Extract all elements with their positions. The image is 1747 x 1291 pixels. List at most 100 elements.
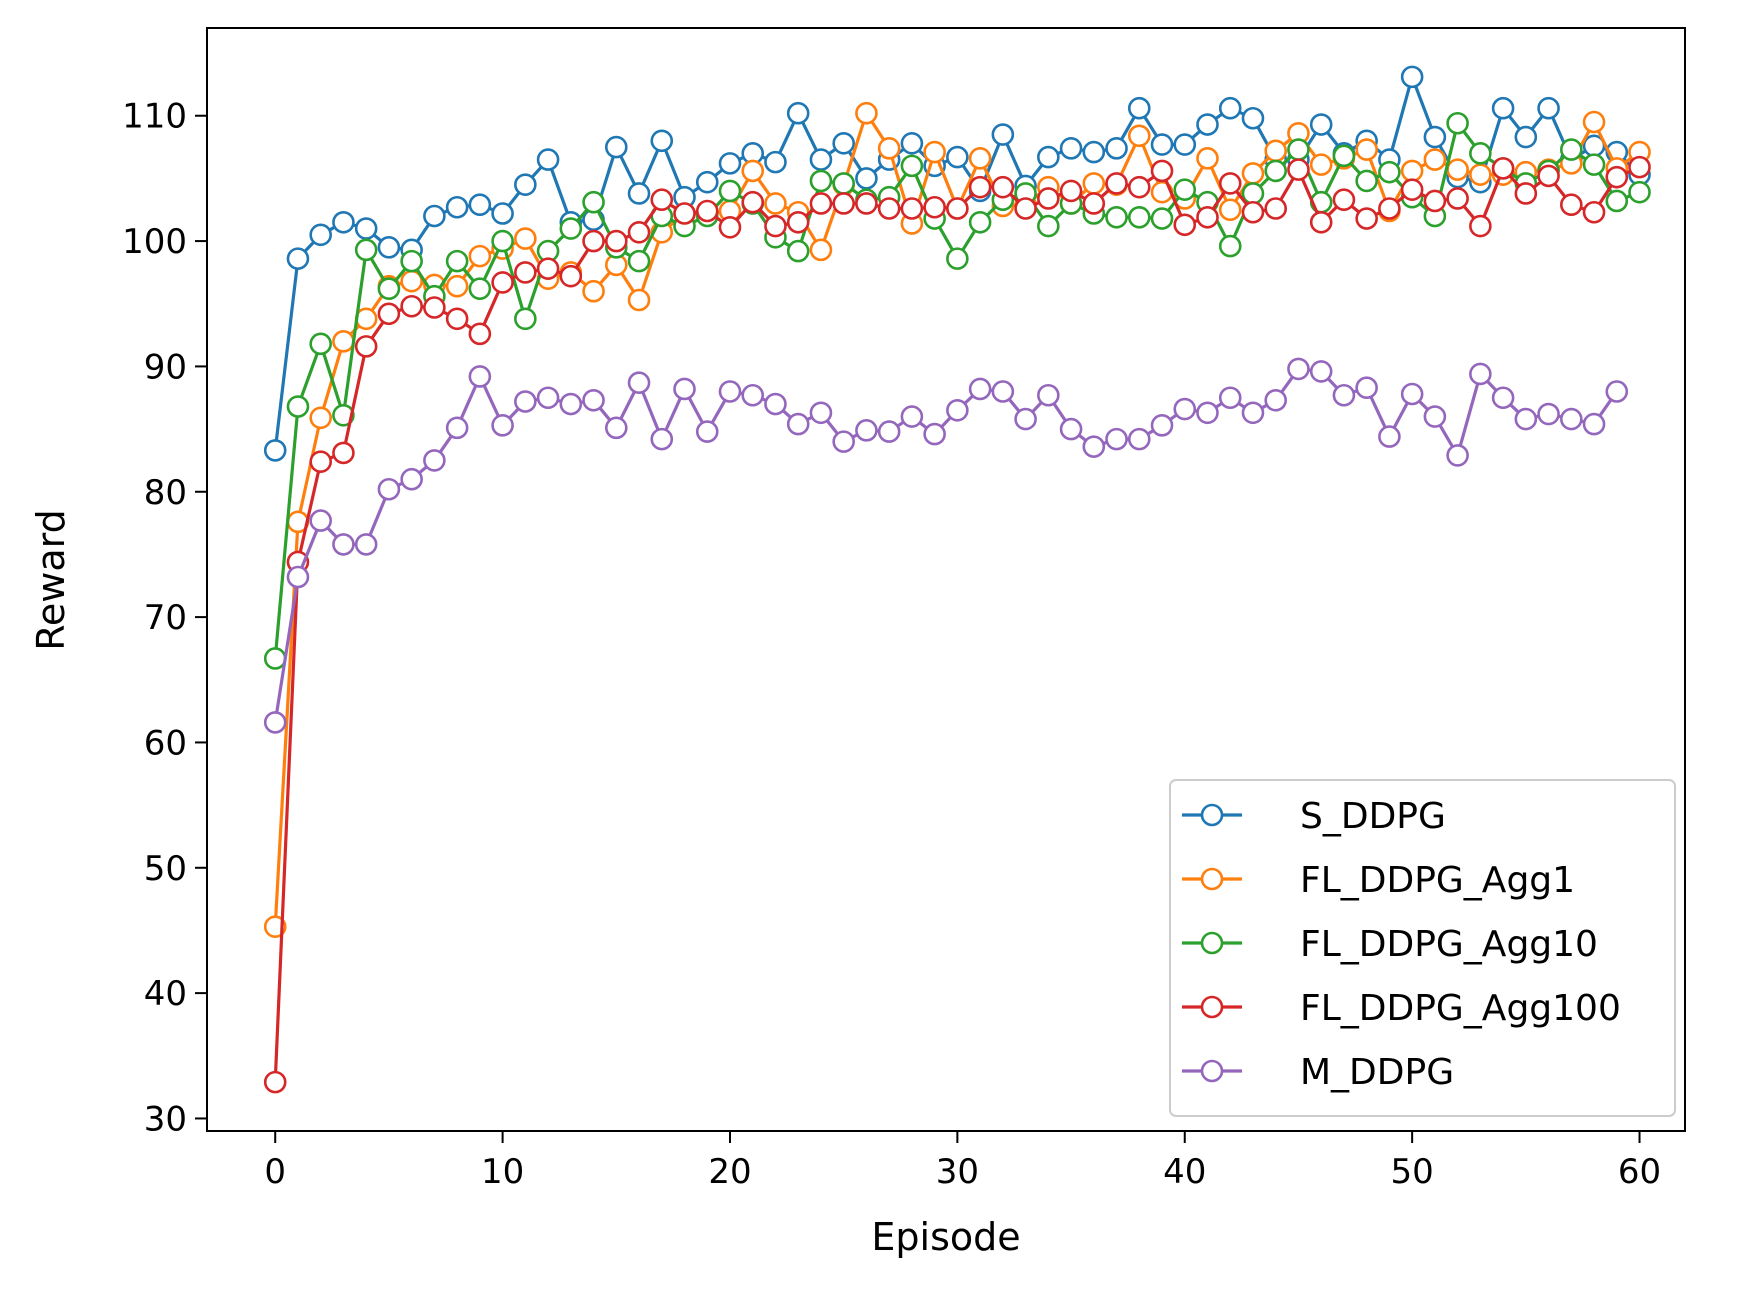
data-point <box>1241 106 1265 130</box>
data-point <box>832 430 855 453</box>
data-point <box>1332 144 1356 168</box>
data-point <box>741 190 765 214</box>
data-point <box>1127 205 1151 229</box>
data-point <box>1082 192 1106 215</box>
data-point <box>1037 383 1060 407</box>
data-point <box>1173 397 1197 421</box>
data-point <box>946 398 969 422</box>
y-tick-label: 60 <box>144 723 187 763</box>
legend-label: FL_DDPG_Agg1 <box>1300 860 1575 901</box>
x-tick-label: 20 <box>708 1152 751 1192</box>
data-point <box>309 509 332 532</box>
data-point <box>809 148 833 171</box>
data-point <box>900 132 924 155</box>
legend-label: M_DDPG <box>1300 1052 1454 1093</box>
data-point <box>1446 187 1469 210</box>
data-point <box>786 210 810 234</box>
data-point <box>536 386 560 410</box>
legend: S_DDPG FL_DDPG_Agg1 FL_DDPG_Agg10 FL_DDPG_A… <box>1169 779 1676 1117</box>
data-point <box>923 140 946 164</box>
data-point <box>332 533 355 556</box>
y-tick-label: 110 <box>122 97 187 137</box>
data-point <box>1218 172 1242 195</box>
data-point <box>1491 96 1515 120</box>
data-point <box>491 229 514 253</box>
data-point <box>991 175 1015 199</box>
data-point <box>718 215 742 239</box>
x-tick-label: 0 <box>264 1152 286 1192</box>
data-point <box>1537 96 1560 120</box>
data-point <box>400 249 423 273</box>
data-point <box>809 192 833 215</box>
data-point <box>559 217 583 240</box>
data-point <box>1059 179 1083 203</box>
data-point <box>877 137 901 160</box>
data-point <box>1537 164 1560 188</box>
data-point <box>1582 110 1606 134</box>
data-point <box>582 279 605 303</box>
data-point <box>1037 145 1060 169</box>
data-point <box>1218 234 1242 258</box>
data-point <box>809 169 833 193</box>
data-point <box>627 371 651 395</box>
data-point <box>377 477 401 501</box>
data-point <box>1309 210 1333 234</box>
data-point <box>491 271 514 294</box>
data-point <box>1037 214 1060 238</box>
data-point <box>514 307 537 331</box>
legend-marker <box>1200 995 1224 1019</box>
legend-marker <box>1200 1059 1224 1083</box>
data-point <box>1218 386 1242 410</box>
data-point <box>695 420 719 443</box>
data-point <box>1400 178 1424 201</box>
data-point <box>263 647 287 670</box>
data-point <box>1127 175 1151 199</box>
data-point <box>1082 435 1106 458</box>
data-point <box>786 101 810 125</box>
data-point <box>514 227 537 250</box>
data-point <box>718 179 742 203</box>
data-point <box>695 199 719 223</box>
data-point <box>1127 427 1151 451</box>
data-point <box>877 197 901 220</box>
data-point <box>332 404 355 427</box>
data-point <box>1378 425 1401 448</box>
data-point <box>1378 197 1401 220</box>
y-tick-label: 90 <box>144 347 187 387</box>
data-point <box>263 439 287 462</box>
data-point <box>650 427 674 451</box>
data-point <box>1469 142 1492 165</box>
data-point <box>1082 172 1106 195</box>
legend-marker <box>1200 931 1224 955</box>
data-point <box>1423 148 1447 171</box>
data-point <box>445 274 469 298</box>
data-point <box>1127 124 1151 148</box>
data-point <box>286 565 310 589</box>
data-point <box>468 365 492 388</box>
data-point <box>1196 147 1219 170</box>
data-point <box>1400 159 1424 183</box>
data-point <box>1059 137 1083 160</box>
data-point <box>582 229 605 253</box>
data-point <box>445 195 469 219</box>
data-point <box>1446 158 1469 181</box>
data-point <box>1355 138 1378 161</box>
data-point <box>445 307 469 331</box>
x-axis: 0 10 20 30 40 50 60 <box>264 1131 1661 1192</box>
data-point <box>1287 158 1310 181</box>
data-point <box>1628 155 1651 179</box>
data-point <box>1605 165 1629 189</box>
data-point <box>1491 157 1515 180</box>
legend-marker <box>1200 803 1224 827</box>
y-axis: 30 40 50 60 70 80 90 100 110 <box>122 97 207 1139</box>
data-point <box>1105 427 1128 451</box>
data-point <box>354 335 378 358</box>
data-point <box>718 380 742 403</box>
data-point <box>1469 362 1492 386</box>
data-point <box>1264 388 1288 412</box>
data-point <box>1173 178 1197 201</box>
data-point <box>718 152 742 175</box>
data-point <box>1582 200 1606 224</box>
data-point <box>1150 133 1174 156</box>
data-point <box>1514 125 1538 149</box>
